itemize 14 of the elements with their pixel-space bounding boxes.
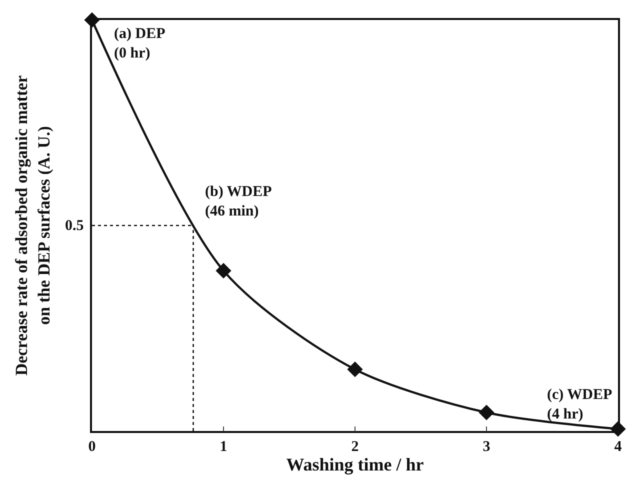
- point: [347, 362, 363, 378]
- annotation: (c) WDEP (4 hr): [547, 387, 612, 422]
- x-tick-label: 1: [220, 438, 228, 455]
- x-tick-label: 3: [482, 438, 490, 455]
- x-tick-label: 4: [614, 438, 622, 455]
- x-tick-label: 2: [351, 438, 359, 455]
- point: [478, 404, 494, 420]
- y-axis-title: Decrease rate of adsorbed organic matter on the DEP surfaces (A. U.): [12, 74, 54, 376]
- x-tick-label: 0: [88, 438, 96, 455]
- annotation: (b) WDEP (46 min): [205, 184, 272, 220]
- ref-line-label: 0.5: [65, 218, 84, 234]
- x-axis-title: Washing time / hr: [286, 454, 424, 475]
- annotation: (a) DEP (0 hr): [114, 26, 166, 62]
- point: [216, 262, 232, 279]
